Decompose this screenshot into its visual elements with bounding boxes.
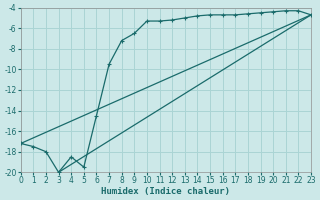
X-axis label: Humidex (Indice chaleur): Humidex (Indice chaleur) <box>101 187 230 196</box>
